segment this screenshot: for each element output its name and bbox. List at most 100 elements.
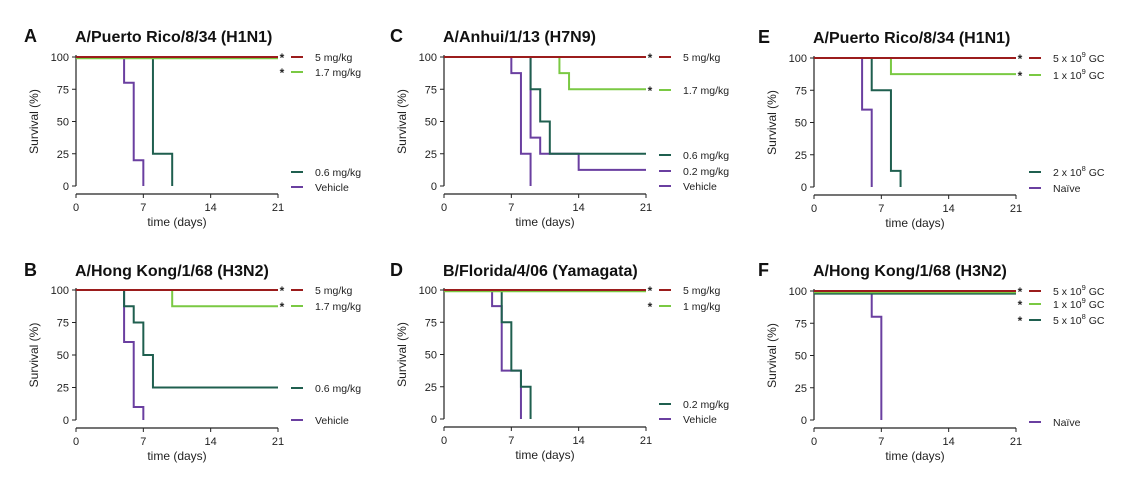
y-axis-label: Survival (%): [395, 322, 409, 387]
series-line-1: [814, 57, 1016, 76]
significance-star: *: [280, 300, 285, 314]
x-tick-label: 7: [878, 203, 884, 215]
y-tick-label: 25: [795, 150, 807, 162]
y-tick-label: 75: [425, 84, 437, 96]
panel-title: A/Puerto Rico/8/34 (H1N1): [813, 30, 1010, 47]
significance-star: *: [280, 66, 285, 80]
x-tick-label: 14: [573, 202, 585, 214]
panel-letter: D: [390, 260, 403, 280]
series-line-3: [444, 289, 522, 419]
significance-star: *: [648, 51, 653, 65]
legend-label: 5 x 109 GC: [1053, 283, 1105, 298]
legend-label: Vehicle: [683, 414, 717, 426]
legend-label: 1 x 109 GC: [1053, 296, 1105, 311]
panel-letter: E: [758, 27, 770, 47]
significance-star: *: [648, 300, 653, 314]
x-axis-label: time (days): [147, 449, 206, 463]
y-axis-label: Survival (%): [765, 90, 779, 155]
y-tick-label: 25: [57, 149, 69, 161]
x-tick-label: 7: [878, 436, 884, 448]
y-tick-label: 0: [431, 414, 437, 426]
x-tick-label: 21: [272, 436, 284, 448]
x-tick-label: 14: [943, 436, 955, 448]
y-tick-label: 0: [63, 415, 69, 427]
legend-label: 2 x 108 GC: [1053, 164, 1105, 179]
y-axis-label: Survival (%): [27, 323, 41, 388]
x-tick-label: 14: [573, 435, 585, 447]
y-tick-label: 50: [57, 117, 69, 129]
panel-letter: C: [390, 26, 403, 46]
y-tick-label: 25: [425, 382, 437, 394]
significance-star: *: [1018, 298, 1023, 312]
y-axis-label: Survival (%): [27, 89, 41, 154]
legend-label: 1 x 109 GC: [1053, 67, 1105, 82]
y-tick-label: 50: [795, 351, 807, 363]
panel-e: E A/Puerto Rico/8/34 (H1N1) 0 25 50 75 100 0 7 14…: [758, 27, 1105, 230]
panel-title: A/Anhui/1/13 (H7N9): [443, 29, 596, 46]
panel-title: A/Puerto Rico/8/34 (H1N1): [75, 29, 272, 46]
y-tick-label: 25: [57, 383, 69, 395]
x-tick-label: 7: [508, 202, 514, 214]
x-tick-label: 7: [508, 435, 514, 447]
y-tick-label: 0: [431, 181, 437, 193]
series-line-2: [444, 56, 646, 155]
y-tick-label: 50: [425, 117, 437, 129]
y-axis-label: Survival (%): [765, 323, 779, 388]
x-tick-label: 14: [205, 202, 217, 214]
significance-star: *: [648, 284, 653, 298]
panel-letter: F: [758, 260, 769, 280]
y-tick-label: 100: [51, 285, 69, 297]
x-tick-label: 21: [640, 202, 652, 214]
x-tick-label: 14: [943, 203, 955, 215]
panel-d: D B/Florida/4/06 (Yamagata) 0 25 50 75 100 0 7 14…: [390, 260, 729, 462]
x-tick-label: 0: [73, 436, 79, 448]
x-axis-label: time (days): [885, 216, 944, 230]
x-tick-label: 0: [811, 203, 817, 215]
series-line-2: [814, 57, 902, 187]
y-tick-label: 75: [57, 318, 69, 330]
significance-star: *: [1018, 285, 1023, 299]
significance-star: *: [280, 51, 285, 65]
significance-star: *: [1018, 314, 1023, 328]
legend-label: 0.6 mg/kg: [683, 150, 729, 162]
x-tick-label: 21: [1010, 203, 1022, 215]
series-line-2: [444, 289, 532, 419]
legend-label: 5 x 109 GC: [1053, 50, 1105, 65]
panel-f: F A/Hong Kong/1/68 (H3N2) 0 25 50 75 100 0 7 14 21…: [758, 260, 1105, 463]
x-tick-label: 21: [272, 202, 284, 214]
panel-letter: A: [24, 26, 37, 46]
legend-label: Vehicle: [315, 182, 349, 194]
legend-label: 0.6 mg/kg: [315, 167, 361, 179]
legend-label: Vehicle: [315, 415, 349, 427]
significance-star: *: [648, 84, 653, 98]
x-tick-label: 0: [811, 436, 817, 448]
legend-label: 0.2 mg/kg: [683, 399, 729, 411]
legend-label: 0.2 mg/kg: [683, 166, 729, 178]
x-tick-label: 0: [441, 202, 447, 214]
y-tick-label: 0: [801, 182, 807, 194]
legend-label: 1.7 mg/kg: [683, 85, 729, 97]
series-line-4: [444, 56, 532, 186]
panel-c: C A/Anhui/1/13 (H7N9) 0 25 50 75 100 0 7 14 21 time…: [390, 26, 729, 229]
y-tick-label: 50: [57, 350, 69, 362]
y-tick-label: 100: [789, 53, 807, 65]
x-tick-label: 0: [441, 435, 447, 447]
y-tick-label: 75: [795, 318, 807, 330]
y-tick-label: 100: [419, 52, 437, 64]
y-tick-label: 100: [51, 52, 69, 64]
panel-a: A A/Puerto Rico/8/34 (H1N1) 0 25 50 75 100 0 7 14…: [24, 26, 361, 229]
legend-label: Vehicle: [683, 181, 717, 193]
legend-label: 1.7 mg/kg: [315, 67, 361, 79]
y-tick-label: 50: [425, 350, 437, 362]
y-tick-label: 75: [425, 317, 437, 329]
y-tick-label: 100: [419, 285, 437, 297]
panel-b: B A/Hong Kong/1/68 (H3N2) 0 25 50 75 100 0 7 14 21…: [24, 260, 361, 463]
x-tick-label: 21: [640, 435, 652, 447]
series-line-1: [76, 289, 278, 308]
y-tick-label: 75: [57, 84, 69, 96]
y-tick-label: 100: [789, 286, 807, 298]
legend-label: 5 mg/kg: [315, 52, 353, 64]
x-tick-label: 21: [1010, 436, 1022, 448]
legend-label: 5 mg/kg: [683, 285, 721, 297]
